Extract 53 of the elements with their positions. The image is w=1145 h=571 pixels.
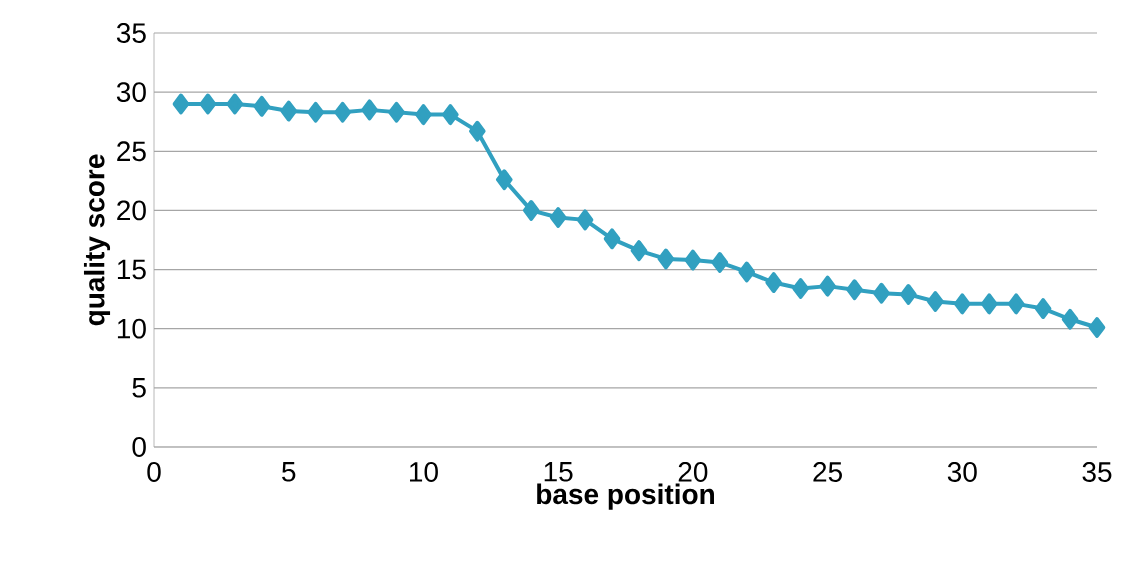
point [900, 284, 917, 305]
point [307, 101, 324, 123]
point [388, 101, 405, 123]
point [765, 272, 782, 293]
y-tick-label: 35 [116, 23, 146, 43]
point [576, 209, 594, 231]
point [603, 228, 621, 250]
point [1007, 293, 1025, 315]
point [1034, 298, 1052, 319]
x-tick-label: 35 [1082, 462, 1112, 482]
y-tick-label: 0 [132, 437, 146, 457]
y-tick-label: 30 [116, 82, 146, 103]
point [1088, 317, 1106, 338]
x-tick-label: 10 [410, 462, 438, 482]
point [469, 120, 486, 142]
x-tick-label: 25 [813, 462, 842, 482]
y-tick-label: 5 [132, 378, 146, 398]
point [657, 248, 675, 270]
point [415, 104, 432, 126]
y-tick-label: 15 [117, 259, 146, 280]
point [792, 278, 809, 299]
point [172, 93, 190, 115]
point [280, 100, 298, 122]
point [522, 200, 540, 221]
point [226, 93, 244, 115]
point [199, 93, 217, 115]
point [684, 249, 702, 271]
point [846, 279, 863, 301]
point [549, 207, 567, 228]
point [873, 282, 890, 304]
point [819, 275, 836, 297]
point [442, 104, 459, 126]
x-tick-label: 5 [282, 462, 296, 482]
y-tick-label: 10 [117, 318, 146, 339]
point [334, 101, 351, 123]
point [738, 261, 756, 283]
point [980, 293, 998, 315]
y-tick-label: 25 [117, 141, 146, 162]
x-tick-label: 30 [947, 462, 977, 482]
x-tick-label: 0 [147, 462, 161, 482]
x-tick-label: 20 [678, 462, 708, 482]
point [927, 291, 944, 312]
y-tick-label: 20 [117, 200, 146, 221]
point [253, 95, 271, 117]
point [630, 240, 648, 262]
point [1061, 308, 1079, 330]
point [495, 169, 513, 191]
y-axis-title: quality score [83, 154, 111, 326]
point [361, 99, 378, 121]
point [953, 293, 971, 315]
point [711, 252, 729, 273]
x-axis-title: base position [537, 483, 714, 510]
x-tick-label: 15 [544, 462, 573, 482]
